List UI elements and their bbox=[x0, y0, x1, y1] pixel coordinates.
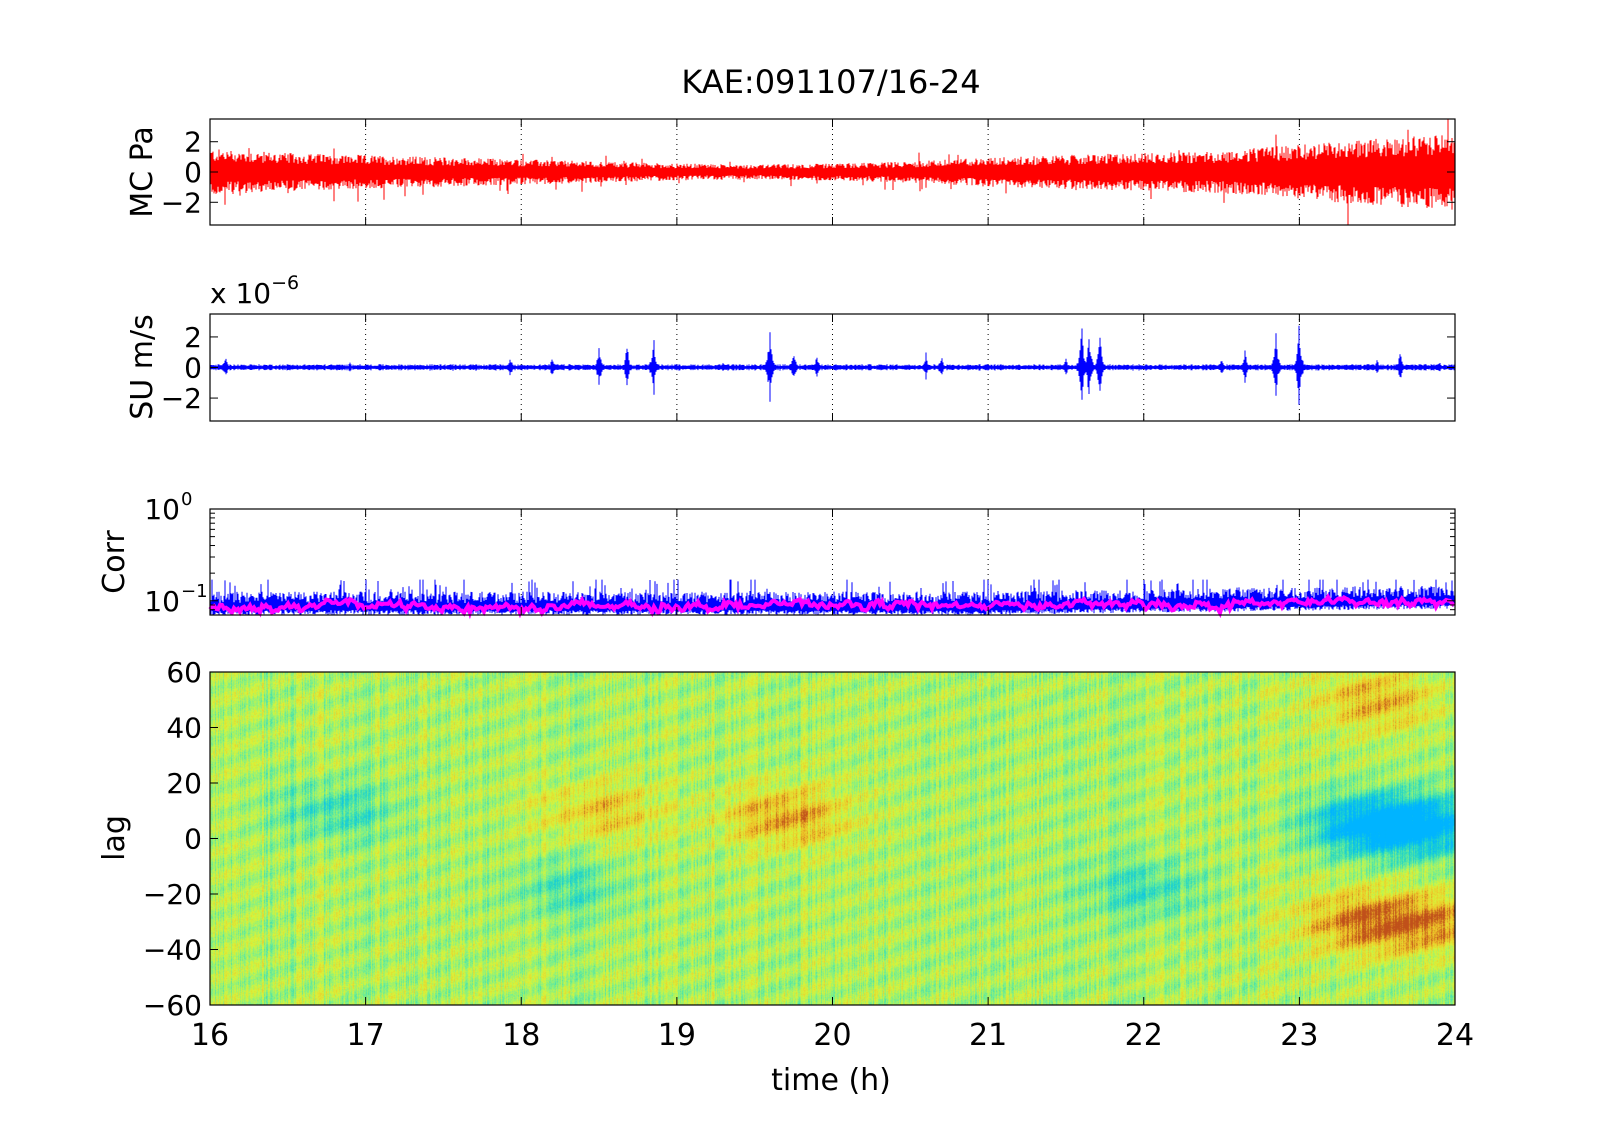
lag-ytick-label: −20 bbox=[143, 878, 202, 911]
su-ylabel: SU m/s bbox=[125, 314, 160, 420]
mc-ylabel: MC Pa bbox=[125, 126, 160, 218]
su-ytick-label: 2 bbox=[184, 321, 202, 354]
x-tick-label: 17 bbox=[347, 1018, 385, 1053]
corr-series-line-magenta bbox=[208, 593, 1456, 620]
x-tick-label: 23 bbox=[1280, 1018, 1318, 1053]
su-multiplier-exponent: −6 bbox=[271, 272, 299, 294]
corr-ytick-exponent: 0 bbox=[181, 489, 192, 510]
corr-ytick-label: 10 bbox=[144, 493, 180, 526]
lag-ytick-label: 60 bbox=[166, 656, 202, 689]
x-tick-label: 19 bbox=[658, 1018, 696, 1053]
x-tick-label: 22 bbox=[1125, 1018, 1163, 1053]
su-ytick-label: −2 bbox=[161, 382, 202, 415]
mc-ytick-label: −2 bbox=[161, 186, 202, 219]
lag-ytick-label: 20 bbox=[166, 767, 202, 800]
panel-mc: 20−2 MC Pa bbox=[125, 118, 1456, 226]
lag-heatmap-image bbox=[210, 672, 1455, 1005]
x-axis-label: time (h) bbox=[771, 1063, 891, 1098]
x-tick-label: 24 bbox=[1436, 1018, 1474, 1053]
x-tick-label: 21 bbox=[969, 1018, 1007, 1053]
panel-su: 20−2 SU m/s x 10−6 bbox=[125, 272, 1456, 422]
su-multiplier: x 10−6 bbox=[210, 272, 299, 310]
su-ytick-label: 0 bbox=[184, 352, 202, 385]
x-tick-label: 20 bbox=[813, 1018, 851, 1053]
x-tick-label: 18 bbox=[502, 1018, 540, 1053]
lag-ylabel: lag bbox=[97, 815, 132, 861]
lag-ytick-label: 0 bbox=[184, 823, 202, 856]
corr-ytick-exponent: −1 bbox=[181, 581, 208, 602]
lag-ytick-label: −40 bbox=[143, 934, 202, 967]
mc-ytick-label: 2 bbox=[184, 126, 202, 159]
figure-title: KAE:091107/16-24 bbox=[681, 63, 980, 101]
mc-ytick-label: 0 bbox=[184, 156, 202, 189]
corr-ytick-label: 10 bbox=[144, 585, 180, 618]
lag-ytick-label: 40 bbox=[166, 712, 202, 745]
corr-ylabel: Corr bbox=[97, 530, 132, 594]
lag-ytick-label: −60 bbox=[143, 989, 202, 1022]
x-tick-label: 16 bbox=[191, 1018, 229, 1053]
